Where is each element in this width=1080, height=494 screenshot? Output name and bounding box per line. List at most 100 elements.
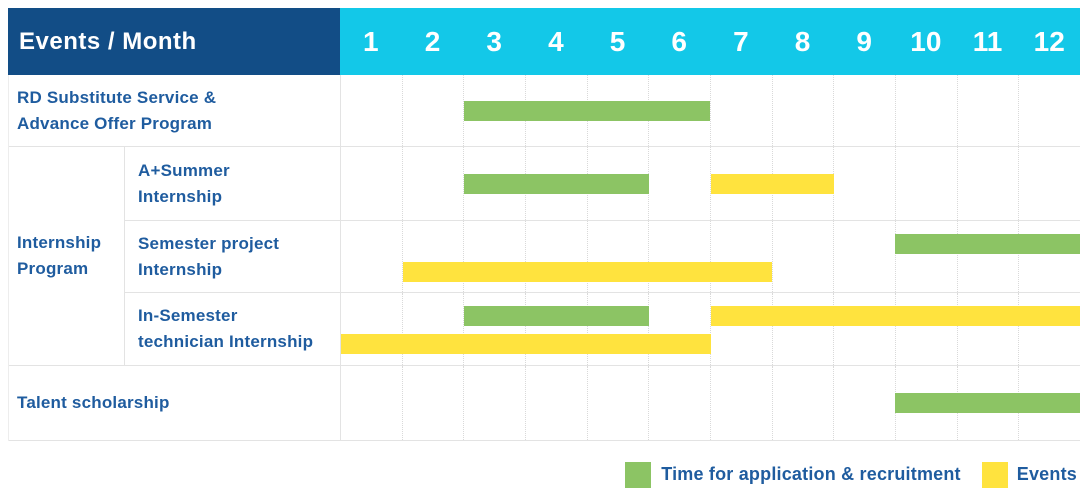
month-header-6: 6 — [671, 25, 687, 57]
chart-cell — [340, 147, 1080, 220]
bar-event-m2-m7 — [402, 262, 773, 282]
month-column — [525, 366, 587, 440]
group-label-internship-program: Internship Program — [9, 147, 124, 365]
month-header-strip: 1 2 3 4 5 6 7 8 9 10 11 12 — [340, 8, 1080, 75]
month-column — [401, 293, 464, 365]
month-column — [771, 221, 834, 292]
month-header-2: 2 — [424, 25, 441, 57]
row-label-talent-scholarship: Talent scholarship — [9, 366, 340, 440]
month-column — [895, 147, 957, 220]
month-column — [341, 147, 402, 220]
row-label-a-plus-summer-internship: A+Summer Internship — [124, 147, 340, 220]
row-label-in-semester-technician-internship-line: technician Internship — [138, 332, 314, 351]
group-children-internship-program: A+Summer Internship Semester project Intern… — [124, 147, 1080, 365]
month-column — [525, 221, 587, 292]
month-column — [833, 147, 895, 220]
month-column — [833, 75, 895, 146]
month-column — [956, 293, 1019, 365]
month-gridlines — [341, 293, 1080, 365]
month-column — [710, 293, 772, 365]
chart-cell — [340, 366, 1080, 440]
month-column — [956, 221, 1019, 292]
bar-application-m3-m5 — [464, 173, 649, 194]
table-header-row: Events / Month 1 2 3 4 5 6 7 8 9 10 11 12 — [8, 8, 1080, 75]
month-column — [586, 293, 649, 365]
bar-event-m7-m8 — [710, 173, 834, 194]
chart-cell — [340, 293, 1080, 365]
month-column — [401, 366, 464, 440]
month-header-10: 10 — [910, 25, 942, 57]
month-column — [341, 75, 402, 146]
month-gridlines — [341, 75, 1080, 146]
month-header-12: 12 — [1033, 25, 1065, 57]
month-column — [710, 221, 772, 292]
bar-event-m7-m12 — [710, 306, 1080, 326]
row-a-plus-summer-internship: A+Summer Internship — [124, 147, 1080, 221]
row-label-semester-project-internship-line: Internship — [138, 259, 223, 279]
month-column — [1018, 75, 1080, 146]
row-label-semester-project-internship: Semester project Internship — [124, 221, 340, 292]
month-column — [648, 366, 710, 440]
month-column — [771, 75, 834, 146]
month-column — [648, 221, 710, 292]
month-header-5: 5 — [609, 25, 626, 57]
month-column — [463, 366, 525, 440]
row-label-semester-project-internship-line: Semester project — [138, 233, 280, 253]
month-column — [833, 366, 895, 440]
bar-application-m10-m12 — [895, 393, 1080, 413]
month-column — [341, 366, 402, 440]
row-group-internship-program: Internship Program A+Summer Internship Semes… — [9, 147, 1080, 366]
month-header-9: 9 — [856, 25, 872, 57]
row-label-a-plus-summer-internship-line: A+Summer — [138, 160, 230, 180]
month-column — [833, 293, 895, 365]
month-column — [401, 75, 464, 146]
row-label-rd-substitute-service-advance-offer-program-line: RD Substitute Service & — [17, 87, 217, 107]
month-column — [525, 293, 587, 365]
month-header-11: 11 — [972, 25, 1003, 57]
row-rd-substitute-service-advance-offer-program: RD Substitute Service & Advance Offer Pro… — [9, 75, 1080, 147]
month-header-1: 1 — [363, 25, 379, 57]
month-header-3: 3 — [486, 25, 502, 57]
row-label-in-semester-technician-internship-line: In-Semester — [138, 306, 238, 325]
bar-application-m3-m5 — [464, 306, 649, 326]
month-column — [463, 221, 525, 292]
month-column — [895, 75, 957, 146]
month-column — [463, 293, 525, 365]
table-body: RD Substitute Service & Advance Offer Pro… — [8, 75, 1080, 441]
month-column — [1018, 147, 1080, 220]
legend-swatch-events — [981, 461, 1008, 488]
month-column — [710, 366, 772, 440]
month-header-4: 4 — [548, 25, 564, 57]
month-column — [401, 221, 464, 292]
month-column — [341, 293, 402, 365]
month-column — [895, 293, 957, 365]
legend-label-events: Events — [1016, 464, 1077, 484]
month-column — [771, 366, 834, 440]
header-title: Events / Month — [19, 27, 197, 55]
chart-cell — [340, 221, 1080, 292]
header-title-cell: Events / Month — [8, 8, 340, 75]
month-column — [956, 75, 1019, 146]
month-header-7: 7 — [733, 25, 749, 57]
month-column — [341, 221, 402, 292]
legend-label-application: Time for application & recruitment — [661, 464, 961, 484]
month-column — [771, 293, 834, 365]
events-month-table: Events / Month 1 2 3 4 5 6 7 8 9 10 11 12 RD Substi… — [8, 8, 1080, 441]
bar-application-m10-m12 — [895, 234, 1080, 254]
chart-cell — [340, 75, 1080, 146]
legend-swatch-application — [625, 461, 652, 488]
month-column — [586, 366, 649, 440]
row-label-in-semester-technician-internship: In-Semester technician Internship — [124, 293, 340, 365]
row-talent-scholarship: Talent scholarship — [9, 366, 1080, 441]
row-label-a-plus-summer-internship-line: Internship — [138, 186, 223, 206]
month-column — [956, 147, 1019, 220]
row-label-talent-scholarship-line: Talent scholarship — [17, 393, 170, 412]
month-column — [895, 221, 957, 292]
group-label-internship-program-line: Internship — [17, 233, 102, 252]
row-label-rd-substitute-service-advance-offer-program-line: Advance Offer Program — [17, 113, 213, 133]
row-semester-project-internship: Semester project Internship — [124, 221, 1080, 293]
month-header-8: 8 — [794, 25, 811, 57]
bar-event-m1-m6 — [341, 334, 711, 354]
bar-application-m3-m6 — [464, 100, 711, 121]
